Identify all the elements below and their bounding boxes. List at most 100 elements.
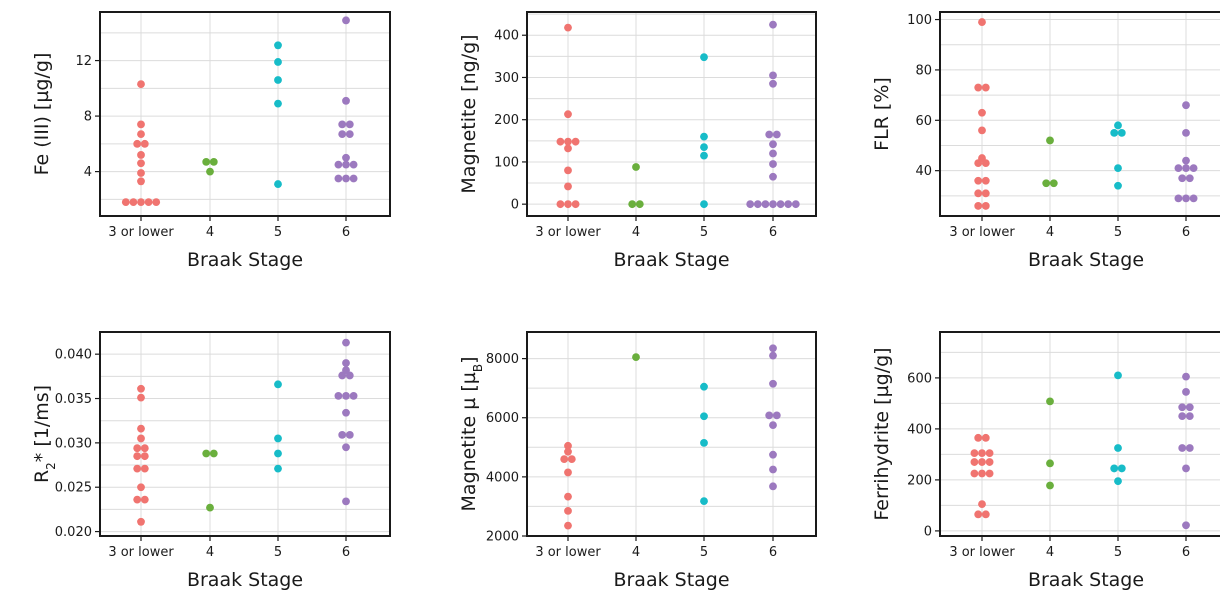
data-point [1189, 194, 1198, 203]
data-point [349, 160, 358, 169]
data-point [567, 455, 576, 464]
data-point [765, 130, 774, 139]
y-tick-label: 4 [84, 165, 92, 180]
data-point [334, 391, 343, 400]
data-point [769, 20, 777, 29]
data-point [209, 157, 218, 166]
data-point [564, 200, 572, 209]
x-tick-label: 5 [1114, 225, 1122, 240]
x-tick-label: 3 or lower [108, 225, 174, 240]
x-tick-label: 5 [700, 545, 708, 560]
plot-frame [526, 11, 817, 217]
data-point [133, 444, 142, 453]
data-point [1185, 174, 1194, 183]
data-point [338, 130, 347, 139]
data-point [133, 495, 142, 504]
data-point [1117, 464, 1126, 473]
data-point [274, 58, 282, 66]
data-point [556, 200, 565, 209]
data-point [769, 344, 777, 353]
data-point [345, 130, 354, 139]
y-tick-label: 0.020 [55, 525, 92, 540]
x-tick-label: 5 [274, 545, 282, 560]
y-tick-label: 0.035 [55, 392, 92, 407]
data-point [769, 149, 777, 158]
y-tick-label: 400 [907, 422, 932, 437]
x-tick-label: 3 or lower [535, 225, 601, 240]
x-tick-label: 4 [206, 225, 214, 240]
y-axis-label-main: FLR [%] [871, 77, 893, 151]
data-point [274, 464, 282, 473]
data-point [202, 449, 211, 458]
data-point [981, 83, 990, 92]
data-point [974, 189, 983, 198]
data-point [769, 465, 777, 474]
data-point [349, 391, 358, 400]
data-point [338, 120, 347, 129]
x-axis-label: Braak Stage [1028, 569, 1144, 591]
data-point [564, 23, 572, 32]
chart-panel-5: 2000 4000 6000 8000 3 or lower 4 5 6 Braak Stage… [458, 331, 817, 591]
data-point [274, 180, 282, 188]
data-point [137, 169, 145, 177]
data-point [564, 182, 572, 191]
x-tick-label: 3 or lower [949, 545, 1015, 560]
data-point [202, 157, 211, 166]
plot-frame [939, 331, 1220, 537]
y-axis-label-tail: ] [458, 356, 480, 363]
data-point [338, 430, 347, 439]
data-point [1042, 179, 1051, 188]
data-point [334, 174, 343, 183]
data-point [137, 177, 145, 186]
data-point [137, 517, 145, 526]
x-tick-label: 6 [342, 545, 350, 560]
data-point [342, 391, 350, 400]
data-point [342, 366, 350, 375]
data-point [974, 176, 983, 185]
data-point [974, 433, 983, 442]
data-point [274, 380, 282, 389]
data-point [1185, 412, 1194, 421]
y-tick-label: 200 [494, 113, 519, 128]
data-point [1182, 128, 1190, 137]
data-point [985, 458, 994, 466]
data-point [791, 200, 800, 209]
data-point [700, 151, 708, 160]
data-point [345, 120, 354, 129]
y-axis-label: Fe (III) [µg/g] [31, 53, 53, 176]
data-point [1182, 194, 1190, 203]
y-tick-label: 4000 [486, 470, 519, 485]
data-point [700, 382, 708, 391]
data-point [628, 200, 637, 209]
data-point [1185, 444, 1194, 452]
data-point [700, 200, 708, 209]
data-point [133, 139, 142, 148]
data-point [765, 411, 774, 420]
data-point [334, 160, 343, 169]
data-point [1189, 164, 1198, 173]
chart-panel-4: 0.020 0.025 0.030 0.035 0.040 3 or lower 4 5 6 Br… [31, 331, 391, 591]
y-tick-label: 100 [494, 155, 519, 170]
data-point [121, 198, 130, 207]
data-point [769, 482, 777, 491]
data-point [137, 151, 145, 159]
data-point [784, 200, 793, 209]
data-point [556, 137, 565, 146]
data-point [137, 159, 145, 168]
data-point [700, 132, 708, 141]
x-tick-label: 4 [206, 545, 214, 560]
data-point [1178, 444, 1187, 452]
data-point [1046, 397, 1054, 406]
data-point [772, 130, 781, 139]
data-point [1178, 412, 1187, 421]
data-point [1049, 179, 1058, 188]
data-point [776, 200, 785, 209]
x-tick-label: 6 [769, 225, 777, 240]
data-point [564, 144, 572, 153]
data-point [1178, 403, 1187, 412]
data-point [137, 384, 145, 393]
data-point [772, 411, 781, 420]
y-axis-label-main: R [31, 470, 53, 483]
data-point [700, 412, 708, 421]
y-axis-label-tail: * [1/ms] [31, 385, 53, 462]
